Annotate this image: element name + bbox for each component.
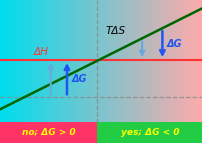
Text: ΔG: ΔG [166,39,181,49]
Bar [0,122,97,143]
Text: yes; ΔG < 0: yes; ΔG < 0 [120,128,179,137]
Bar [97,122,202,143]
Text: ΔH: ΔH [33,47,48,57]
Text: ΔG: ΔG [72,74,87,84]
Text: no; ΔG > 0: no; ΔG > 0 [22,128,75,137]
Text: TΔS: TΔS [105,26,125,36]
